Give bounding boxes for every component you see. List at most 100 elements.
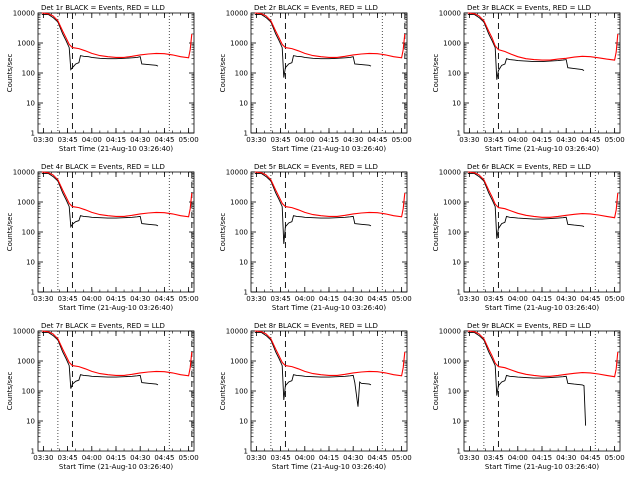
x-tick-label: 03:45 <box>270 295 290 303</box>
x-tick-label: 03:45 <box>483 295 503 303</box>
x-axis-label: Start Time (21-Aug-10 03:26:40) <box>272 463 386 471</box>
x-axis-label: Start Time (21-Aug-10 03:26:40) <box>485 304 599 312</box>
y-tick-label: 100 <box>235 229 248 237</box>
subplot-title: Det 3r BLACK = Events, RED = LLD <box>467 4 591 12</box>
x-tick-label: 04:00 <box>82 295 102 303</box>
series-events-line <box>254 172 372 244</box>
y-tick-label: 10 <box>452 100 461 108</box>
x-tick-label: 05:00 <box>392 454 412 462</box>
x-tick-label: 05:00 <box>392 295 412 303</box>
y-tick-label: 1 <box>457 448 461 456</box>
x-axis-label: Start Time (21-Aug-10 03:26:40) <box>59 304 173 312</box>
x-tick-label: 04:45 <box>367 136 387 144</box>
x-tick-label: 04:00 <box>508 295 528 303</box>
subplot-det-9: Det 9r BLACK = Events, RED = LLD 1 10 100 10… <box>432 322 625 471</box>
x-axis-label: Start Time (21-Aug-10 03:26:40) <box>59 145 173 153</box>
x-tick-label: 04:45 <box>154 454 174 462</box>
x-tick-label: 04:00 <box>295 136 315 144</box>
x-tick-label: 05:00 <box>179 295 199 303</box>
y-tick-label: 10 <box>26 100 35 108</box>
y-axis-label: Counts/sec <box>6 213 14 252</box>
y-tick-label: 100 <box>448 229 461 237</box>
series-events-line <box>254 331 372 407</box>
x-tick-label: 04:45 <box>580 295 600 303</box>
y-tick-label: 1000 <box>230 199 248 207</box>
x-tick-label: 05:00 <box>179 136 199 144</box>
x-tick-label: 03:45 <box>483 454 503 462</box>
x-axis-label: Start Time (21-Aug-10 03:26:40) <box>485 463 599 471</box>
subplot-det-8: Det 8r BLACK = Events, RED = LLD 1 10 100 10… <box>219 322 412 471</box>
x-tick-label: 03:30 <box>33 454 53 462</box>
subplot-title: Det 8r BLACK = Events, RED = LLD <box>254 322 378 330</box>
x-tick-label: 03:30 <box>33 295 53 303</box>
y-tick-label: 1 <box>244 130 248 138</box>
y-axis-label: Counts/sec <box>219 213 227 252</box>
x-axis-label: Start Time (21-Aug-10 03:26:40) <box>485 145 599 153</box>
series-lld-line <box>41 171 193 218</box>
y-axis-label: Counts/sec <box>219 54 227 93</box>
x-tick-label: 03:30 <box>459 295 479 303</box>
subplot-det-2: Det 2r BLACK = Events, RED = LLD 1 10 100 10… <box>219 4 412 153</box>
subplot-title: Det 7r BLACK = Events, RED = LLD <box>41 322 165 330</box>
x-tick-label: 03:45 <box>57 136 77 144</box>
series-lld-line <box>467 12 619 61</box>
y-tick-label: 1000 <box>230 40 248 48</box>
x-tick-label: 04:00 <box>82 454 102 462</box>
subplot-det-6: Det 6r BLACK = Events, RED = LLD 1 10 100 10… <box>432 163 625 312</box>
x-tick-label: 04:45 <box>580 454 600 462</box>
subplot-title: Det 2r BLACK = Events, RED = LLD <box>254 4 378 12</box>
y-tick-label: 1000 <box>17 358 35 366</box>
y-tick-label: 10 <box>239 418 248 426</box>
y-tick-label: 10000 <box>439 328 461 336</box>
x-tick-label: 03:45 <box>483 136 503 144</box>
y-tick-label: 10 <box>26 418 35 426</box>
series-lld-line <box>254 171 406 218</box>
x-tick-label: 04:15 <box>319 295 339 303</box>
series-events-line <box>254 13 372 78</box>
x-tick-label: 04:00 <box>82 136 102 144</box>
x-tick-label: 03:30 <box>246 295 266 303</box>
y-tick-label: 10 <box>239 100 248 108</box>
x-tick-label: 04:45 <box>367 295 387 303</box>
y-axis-label: Counts/sec <box>432 213 440 252</box>
x-tick-label: 04:00 <box>508 454 528 462</box>
x-tick-label: 04:45 <box>367 454 387 462</box>
x-axis-label: Start Time (21-Aug-10 03:26:40) <box>272 304 386 312</box>
series-lld-line <box>254 330 406 377</box>
x-tick-label: 03:45 <box>270 136 290 144</box>
subplot-det-5: Det 5r BLACK = Events, RED = LLD 1 10 100 10… <box>219 163 412 312</box>
series-lld-line <box>41 12 193 59</box>
x-tick-label: 04:00 <box>295 454 315 462</box>
x-tick-label: 04:30 <box>556 136 576 144</box>
y-tick-label: 10000 <box>13 328 35 336</box>
x-axis-label: Start Time (21-Aug-10 03:26:40) <box>59 463 173 471</box>
x-tick-label: 04:30 <box>343 295 363 303</box>
y-axis-label: Counts/sec <box>219 372 227 411</box>
y-tick-label: 1000 <box>17 40 35 48</box>
series-events-line <box>41 13 159 71</box>
x-tick-label: 04:30 <box>343 454 363 462</box>
y-tick-label: 10000 <box>13 10 35 18</box>
x-tick-label: 04:15 <box>319 136 339 144</box>
series-lld-line <box>41 330 193 377</box>
y-tick-label: 10000 <box>439 10 461 18</box>
x-tick-label: 04:30 <box>130 136 150 144</box>
x-tick-label: 04:30 <box>556 454 576 462</box>
y-tick-label: 10 <box>452 259 461 267</box>
y-tick-label: 1 <box>457 289 461 297</box>
y-tick-label: 100 <box>22 388 35 396</box>
x-tick-label: 04:45 <box>154 136 174 144</box>
series-events-line <box>467 331 587 426</box>
y-tick-label: 100 <box>235 70 248 78</box>
y-tick-label: 1 <box>31 289 35 297</box>
x-tick-label: 04:15 <box>106 454 126 462</box>
subplot-det-3: Det 3r BLACK = Events, RED = LLD 1 10 100 10… <box>432 4 625 153</box>
y-tick-label: 100 <box>22 229 35 237</box>
y-tick-label: 100 <box>235 388 248 396</box>
x-tick-label: 04:30 <box>556 295 576 303</box>
series-lld-line <box>254 12 406 59</box>
x-tick-label: 03:30 <box>459 454 479 462</box>
x-tick-label: 03:30 <box>246 454 266 462</box>
y-tick-label: 1000 <box>230 358 248 366</box>
